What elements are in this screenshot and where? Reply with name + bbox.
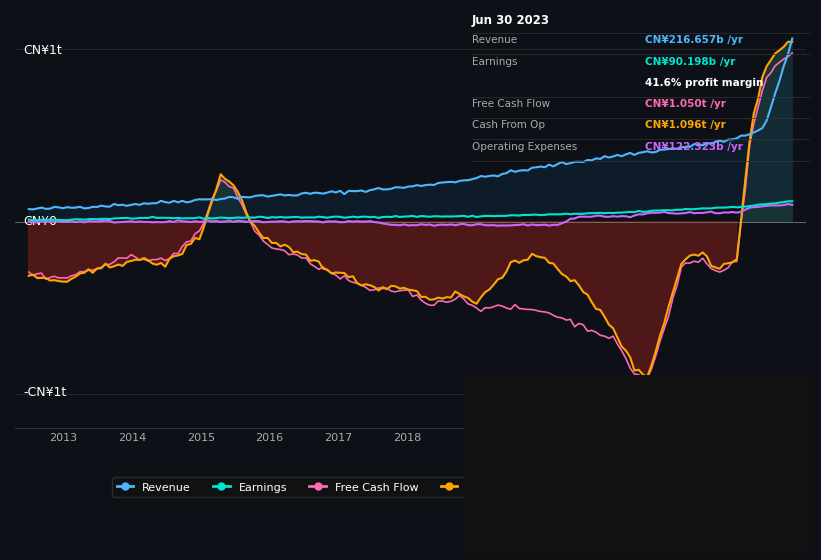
Text: Operating Expenses: Operating Expenses bbox=[472, 142, 577, 152]
Text: CN¥122.323b /yr: CN¥122.323b /yr bbox=[645, 142, 743, 152]
Text: CN¥216.657b /yr: CN¥216.657b /yr bbox=[645, 35, 743, 45]
Text: Revenue: Revenue bbox=[472, 35, 517, 45]
Text: 41.6% profit margin: 41.6% profit margin bbox=[645, 78, 764, 88]
Text: Jun 30 2023: Jun 30 2023 bbox=[472, 14, 550, 27]
Text: CN¥1.050t /yr: CN¥1.050t /yr bbox=[645, 99, 727, 109]
Text: -CN¥1t: -CN¥1t bbox=[23, 386, 67, 399]
Legend: Revenue, Earnings, Free Cash Flow, Cash From Op, Operating Expenses: Revenue, Earnings, Free Cash Flow, Cash … bbox=[112, 477, 709, 497]
Text: CN¥90.198b /yr: CN¥90.198b /yr bbox=[645, 57, 736, 67]
Text: Earnings: Earnings bbox=[472, 57, 517, 67]
Text: CN¥1.096t /yr: CN¥1.096t /yr bbox=[645, 120, 726, 130]
Text: Free Cash Flow: Free Cash Flow bbox=[472, 99, 550, 109]
Text: CN¥0: CN¥0 bbox=[23, 215, 57, 228]
Text: Cash From Op: Cash From Op bbox=[472, 120, 545, 130]
Text: CN¥1t: CN¥1t bbox=[23, 44, 62, 57]
